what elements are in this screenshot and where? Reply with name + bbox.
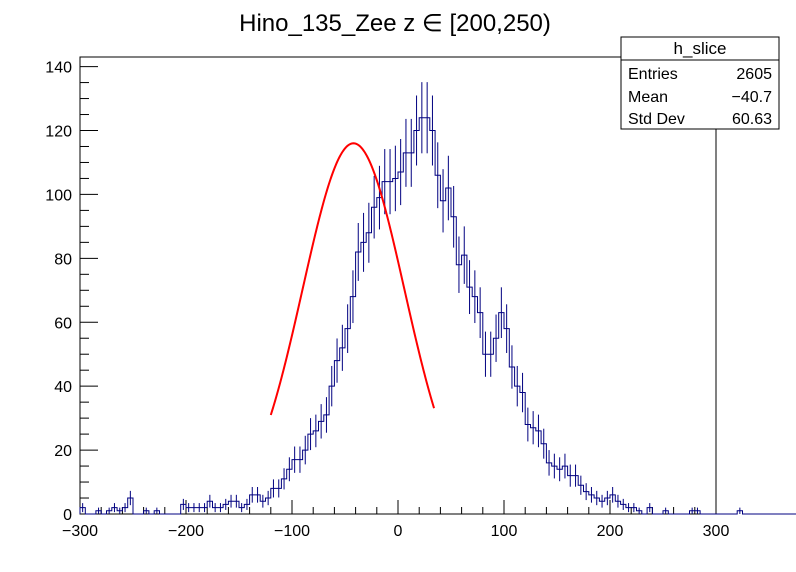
- stats-entries-value: 2605: [736, 66, 772, 83]
- histogram-step-line: [79, 117, 796, 515]
- stats-box: h_slice Entries 2605 Mean −40.7 Std Dev …: [620, 36, 780, 130]
- stats-box-title: h_slice: [674, 39, 727, 58]
- y-tick-label: 20: [54, 443, 72, 460]
- y-tick-label: 100: [45, 187, 72, 204]
- x-tick-label: 300: [703, 523, 730, 540]
- x-axis: −300 −200 −100 0 100 200 300: [62, 500, 729, 540]
- x-tick-label: −200: [168, 523, 204, 540]
- x-tick-label: 0: [394, 523, 403, 540]
- y-tick-label: 120: [45, 124, 72, 141]
- x-tick-label: −300: [62, 523, 98, 540]
- stats-stddev-label: Std Dev: [628, 111, 685, 128]
- stats-stddev-value: 60.63: [732, 111, 772, 128]
- error-bars: [82, 82, 741, 514]
- chart-title: Hino_135_Zee z ∈ [200,250): [239, 10, 551, 37]
- y-tick-label: 80: [54, 251, 72, 268]
- gaussian-fit-curve: [269, 142, 435, 416]
- stats-mean-value: −40.7: [732, 89, 773, 106]
- y-tick-label: 140: [45, 60, 72, 77]
- y-axis: 0 20 40 60 80 100 120 140: [45, 60, 98, 524]
- x-tick-label: −100: [274, 523, 310, 540]
- y-tick-label: 0: [63, 507, 72, 524]
- y-tick-label: 60: [54, 315, 72, 332]
- stats-entries-label: Entries: [628, 66, 678, 83]
- x-tick-label: 200: [597, 523, 624, 540]
- x-tick-label: 100: [491, 523, 518, 540]
- y-tick-label: 40: [54, 379, 72, 396]
- stats-mean-label: Mean: [628, 89, 668, 106]
